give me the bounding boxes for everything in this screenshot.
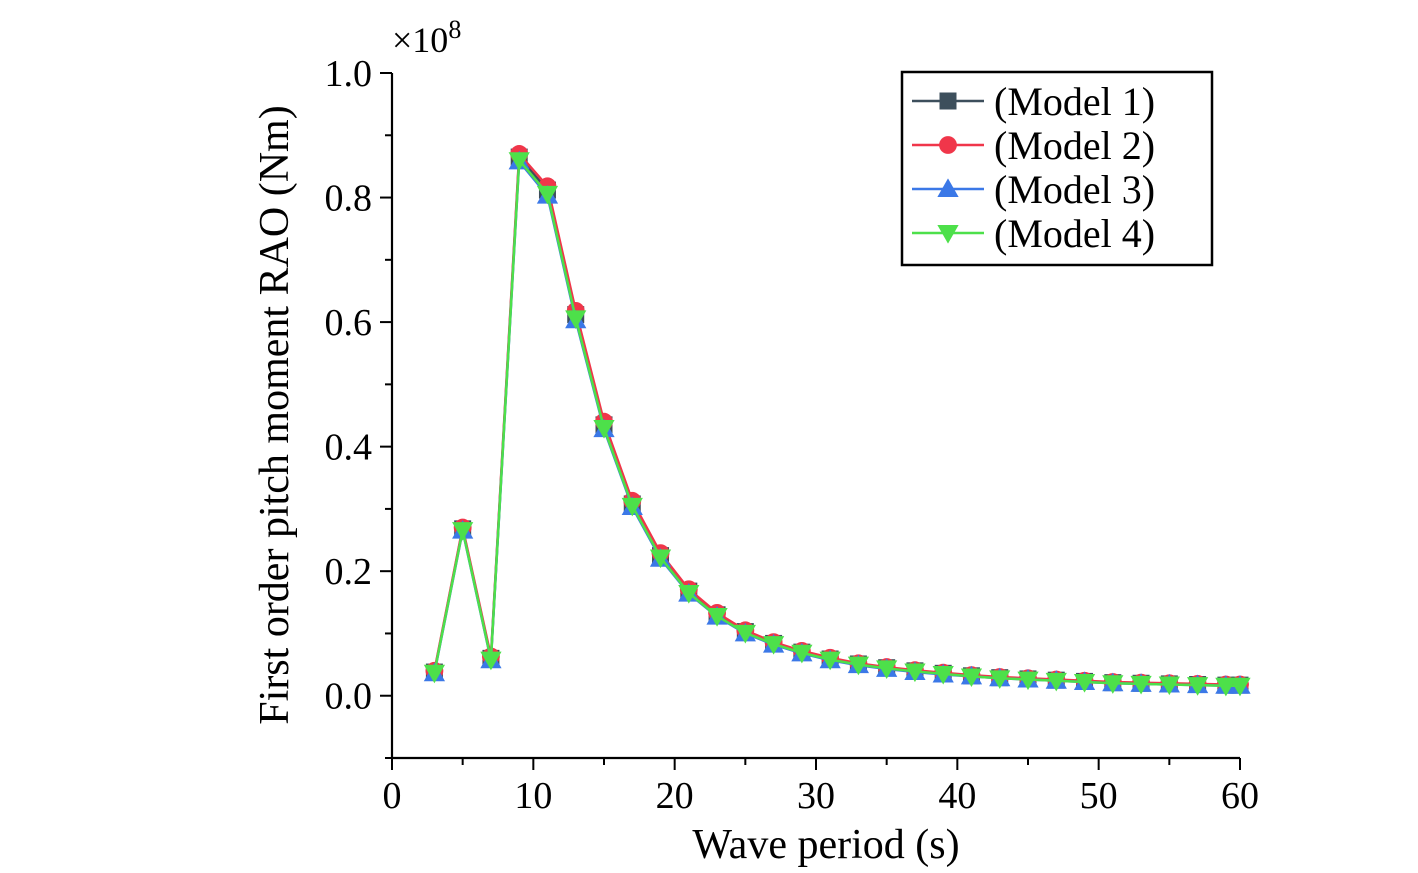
- y-multiplier: ×108: [392, 15, 461, 60]
- y-tick-label: 0.6: [325, 302, 373, 344]
- legend-marker: [939, 136, 957, 154]
- series-4-point: [1215, 677, 1237, 697]
- series-4-point: [819, 651, 841, 671]
- series-4-point: [734, 624, 756, 644]
- axes-layer: 0 10 20 30 40 50 60 0.0 0.2 0.4 0.6 0.8 1.0: [325, 53, 1260, 817]
- series-4-point: [847, 656, 870, 676]
- series-layer: [423, 145, 1251, 697]
- legend-item-1: (Model 1): [912, 79, 1155, 124]
- y-tick-label: 0.8: [325, 178, 373, 220]
- series-4-point: [452, 522, 474, 541]
- series-4-point: [989, 670, 1011, 689]
- y-tick-label: 0.2: [325, 551, 373, 593]
- y-tick-label: 1.0: [325, 53, 373, 95]
- series-4-point: [1186, 677, 1209, 696]
- y-axis-title: First order pitch moment RAO (Nm): [252, 105, 298, 724]
- x-tick-label: 20: [656, 775, 694, 817]
- legend-marker: [937, 225, 959, 244]
- legend-label: (Model 2): [994, 123, 1155, 168]
- series-4-point: [480, 651, 502, 671]
- y-multiplier-base: ×10: [392, 20, 448, 60]
- y-multiplier-exponent: 8: [448, 15, 461, 44]
- legend-label: (Model 3): [994, 167, 1155, 212]
- series-4-point: [1102, 675, 1124, 694]
- x-axis-title: Wave period (s): [692, 822, 959, 868]
- y-tick-label: 0.0: [325, 676, 373, 718]
- x-tick-label: 30: [797, 775, 835, 817]
- x-tick-label: 0: [383, 775, 402, 817]
- x-tick-label: 60: [1221, 775, 1259, 817]
- y-tick-label: 0.4: [325, 427, 373, 469]
- legend-item-2: (Model 2): [912, 123, 1155, 168]
- series-4-point: [904, 663, 926, 683]
- series-4-point: [1045, 672, 1067, 692]
- series-4-point: [762, 636, 785, 655]
- legend-marker: [939, 92, 957, 110]
- x-tick-label: 10: [514, 775, 552, 817]
- series-4-point: [678, 585, 700, 604]
- series-4-point: [791, 644, 813, 664]
- legend-marker: [937, 178, 959, 197]
- x-tick-label: 40: [938, 775, 976, 817]
- series-4-point: [536, 185, 559, 205]
- legend-label: (Model 1): [994, 79, 1155, 124]
- series-4-point: [508, 152, 530, 171]
- series-4-point: [649, 549, 672, 569]
- series-4: [423, 152, 1251, 697]
- legend-label: (Model 4): [994, 211, 1155, 256]
- series-4-point: [960, 668, 983, 688]
- x-tick-label: 50: [1080, 775, 1118, 817]
- legend: (Model 1)(Model 2)(Model 3)(Model 4): [900, 70, 1214, 267]
- series-4-point: [1158, 676, 1180, 696]
- series-4-point: [706, 608, 728, 627]
- legend-item-4: (Model 4): [912, 211, 1155, 256]
- series-4-point: [565, 310, 587, 329]
- legend-items: (Model 1)(Model 2)(Model 3)(Model 4): [912, 79, 1155, 256]
- legend-item-3: (Model 3): [912, 167, 1155, 212]
- series-4-point: [621, 497, 643, 517]
- series-4-point: [876, 660, 898, 679]
- series-4-point: [593, 419, 615, 439]
- series-4-point: [423, 664, 446, 684]
- series-4-point: [932, 665, 954, 685]
- series-4-point: [1017, 671, 1039, 691]
- series-4-point: [1229, 677, 1251, 697]
- series-4-point: [1130, 675, 1152, 695]
- series-4-point: [1073, 674, 1096, 693]
